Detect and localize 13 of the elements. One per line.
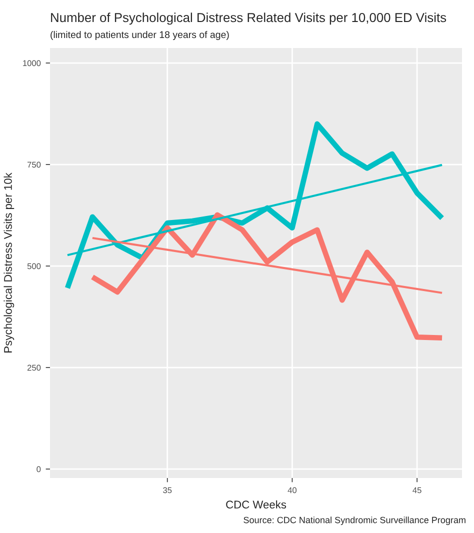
y-tick-label: 750 xyxy=(27,162,41,168)
y-tick-label: 0 xyxy=(36,466,41,472)
x-axis-title: CDC Weeks xyxy=(226,500,286,509)
x-tick-label: 35 xyxy=(163,487,172,494)
source-note: Source: CDC National Syndromic Surveillance Program xyxy=(244,516,466,525)
y-tick-label: 250 xyxy=(27,364,41,371)
x-tick-label: 40 xyxy=(288,487,297,494)
chart-title: Number of Psychological Distress Related Visits per 10,000 ED Visits xyxy=(51,12,446,25)
chart-subtitle: (limited to patients under 18 years of age) xyxy=(50,30,229,40)
x-tick-label: 45 xyxy=(412,487,422,494)
y-axis-title: Psychological Distress Visits per 10k xyxy=(4,172,14,352)
y-tick-label: 500 xyxy=(27,263,41,270)
y-tick-label: 1000 xyxy=(23,60,41,66)
